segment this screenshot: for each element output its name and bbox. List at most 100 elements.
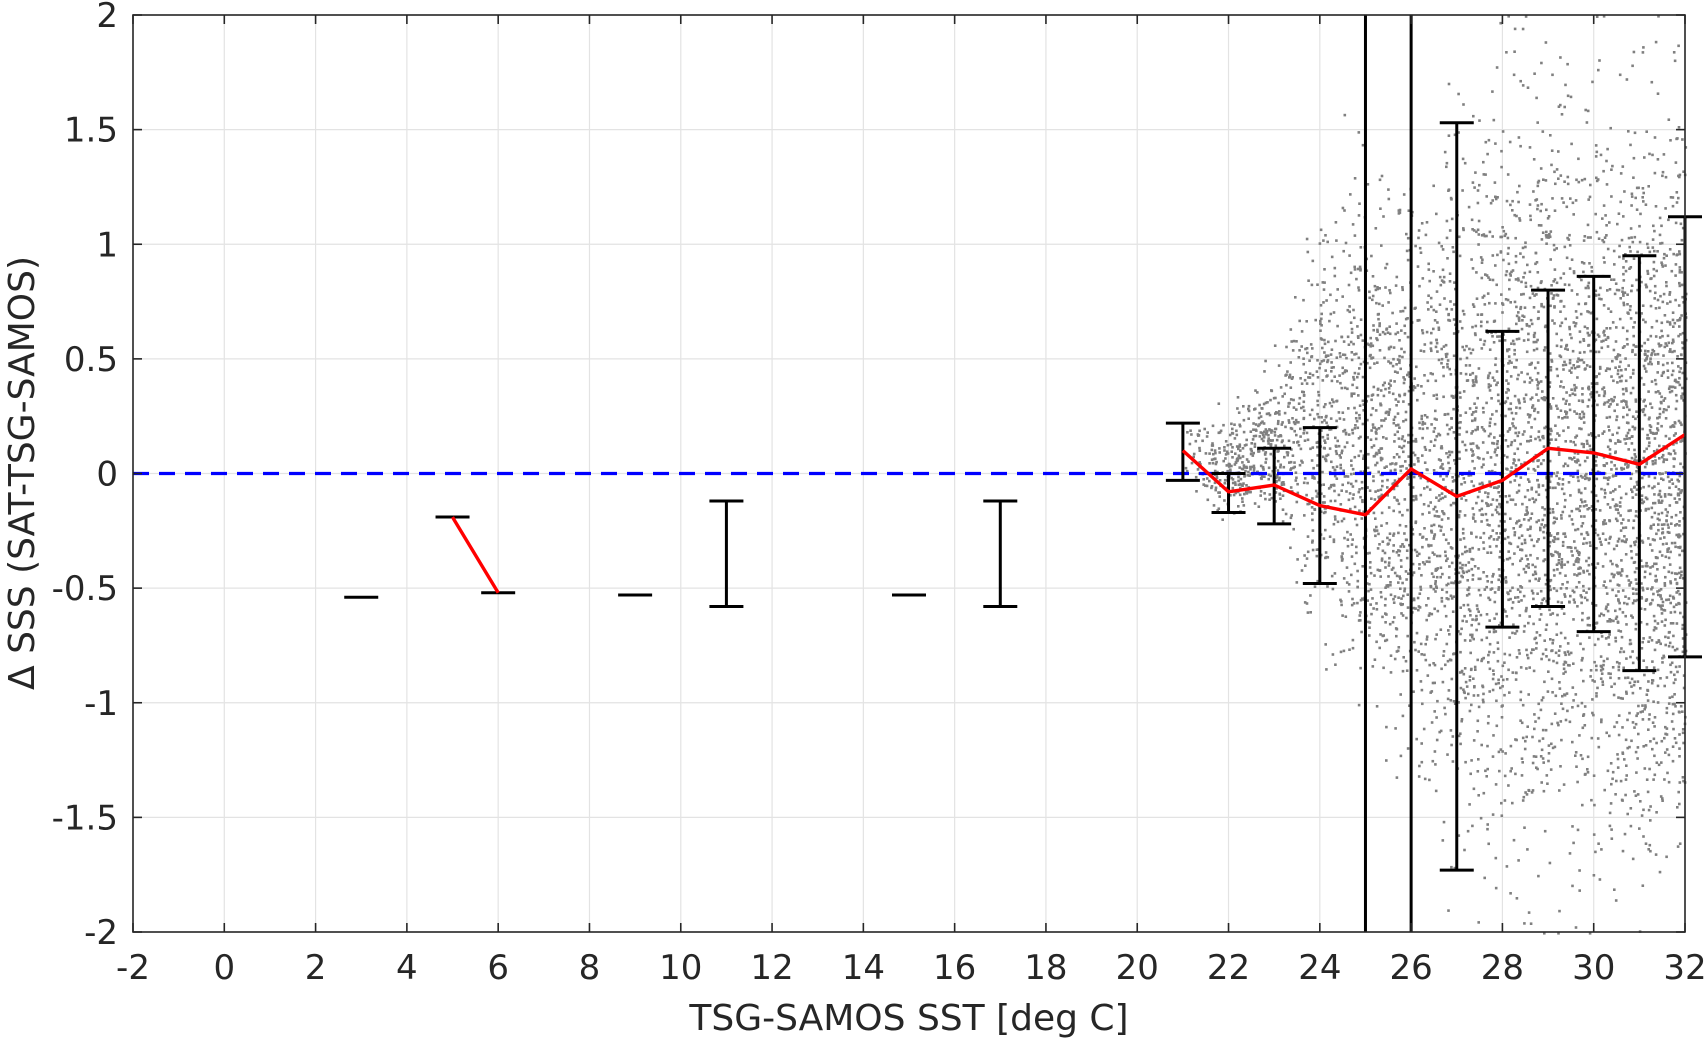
scatter-point (1306, 351, 1309, 355)
scatter-point (1583, 596, 1587, 600)
scatter-point (1467, 474, 1471, 477)
scatter-point (1583, 368, 1587, 371)
scatter-point (1357, 372, 1360, 376)
scatter-point (1543, 396, 1546, 399)
scatter-point (1581, 476, 1584, 479)
scatter-point (1540, 657, 1543, 661)
scatter-point (1470, 432, 1473, 435)
scatter-point (1622, 666, 1625, 670)
scatter-point (1678, 284, 1682, 288)
scatter-point (1270, 389, 1274, 393)
scatter-point (1667, 341, 1671, 345)
scatter-point (1633, 321, 1636, 324)
scatter-point (1483, 429, 1487, 433)
scatter-point (1639, 212, 1642, 216)
scatter-point (1593, 803, 1596, 807)
scatter-point (1663, 493, 1667, 496)
scatter-point (1665, 542, 1668, 545)
scatter-point (1597, 350, 1601, 354)
scatter-point (1548, 544, 1551, 548)
scatter-point (1489, 417, 1492, 421)
scatter-point (1450, 417, 1453, 420)
scatter-point (1590, 265, 1593, 269)
scatter-point (1619, 172, 1623, 175)
scatter-point (1645, 357, 1648, 360)
scatter-point (1514, 596, 1517, 599)
scatter-point (1595, 547, 1598, 550)
scatter-point (1440, 596, 1444, 600)
scatter-point (1671, 204, 1675, 208)
scatter-point (1392, 509, 1395, 513)
scatter-point (1608, 476, 1611, 479)
scatter-point (1594, 566, 1597, 569)
scatter-point (1340, 335, 1344, 339)
scatter-point (1550, 163, 1553, 167)
scatter-point (1415, 550, 1419, 554)
scatter-point (1351, 467, 1355, 471)
scatter-point (1582, 262, 1586, 265)
scatter-point (1510, 606, 1514, 610)
scatter-point (1604, 607, 1608, 611)
scatter-point (1459, 421, 1462, 424)
scatter-point (1666, 530, 1670, 534)
scatter-point (1598, 537, 1601, 540)
scatter-point (1551, 508, 1555, 511)
scatter-point (1299, 435, 1302, 438)
scatter-point (1648, 441, 1651, 444)
scatter-point (1481, 698, 1485, 702)
scatter-point (1539, 526, 1542, 530)
scatter-point (1501, 685, 1504, 688)
scatter-point (1526, 451, 1529, 454)
scatter-point (1495, 612, 1498, 616)
scatter-point (1612, 575, 1615, 579)
scatter-point (1313, 417, 1316, 421)
scatter-point (1447, 134, 1451, 137)
scatter-point (1523, 380, 1526, 384)
scatter-point (1274, 412, 1277, 415)
scatter-point (1553, 248, 1556, 252)
scatter-point (1568, 601, 1571, 604)
scatter-point (1237, 454, 1241, 457)
scatter-point (1616, 540, 1620, 543)
scatter-point (1662, 478, 1665, 482)
scatter-point (1503, 339, 1507, 342)
scatter-point (1678, 576, 1682, 579)
scatter-point (1500, 149, 1503, 153)
scatter-point (1439, 566, 1443, 569)
scatter-point (1511, 562, 1514, 566)
scatter-point (1583, 724, 1587, 727)
scatter-point (1465, 344, 1468, 348)
scatter-point (1372, 479, 1375, 483)
scatter-point (1504, 439, 1508, 442)
scatter-point (1254, 389, 1257, 392)
scatter-point (1556, 568, 1559, 571)
scatter-point (1615, 615, 1619, 619)
scatter-point (1561, 510, 1565, 514)
scatter-point (1660, 477, 1663, 480)
scatter-point (1414, 496, 1418, 500)
scatter-point (1411, 486, 1415, 489)
scatter-point (1249, 468, 1252, 471)
scatter-point (1667, 570, 1671, 574)
scatter-point (1319, 337, 1323, 340)
scatter-point (1349, 321, 1353, 324)
scatter-point (1652, 737, 1656, 741)
scatter-point (1475, 628, 1478, 632)
scatter-point (1278, 493, 1282, 496)
scatter-point (1394, 424, 1398, 427)
scatter-point (1544, 628, 1548, 631)
scatter-point (1525, 506, 1529, 509)
scatter-point (1571, 201, 1575, 205)
scatter-point (1382, 436, 1385, 439)
scatter-point (1311, 541, 1314, 544)
scatter-point (1334, 663, 1337, 666)
scatter-point (1674, 485, 1678, 488)
scatter-point (1570, 550, 1573, 553)
scatter-point (1357, 214, 1361, 217)
scatter-point (1624, 595, 1627, 598)
scatter-point (1671, 702, 1675, 706)
scatter-point (1611, 666, 1615, 669)
scatter-point (1388, 622, 1392, 626)
scatter-point (1494, 363, 1497, 367)
scatter-point (1423, 374, 1426, 377)
